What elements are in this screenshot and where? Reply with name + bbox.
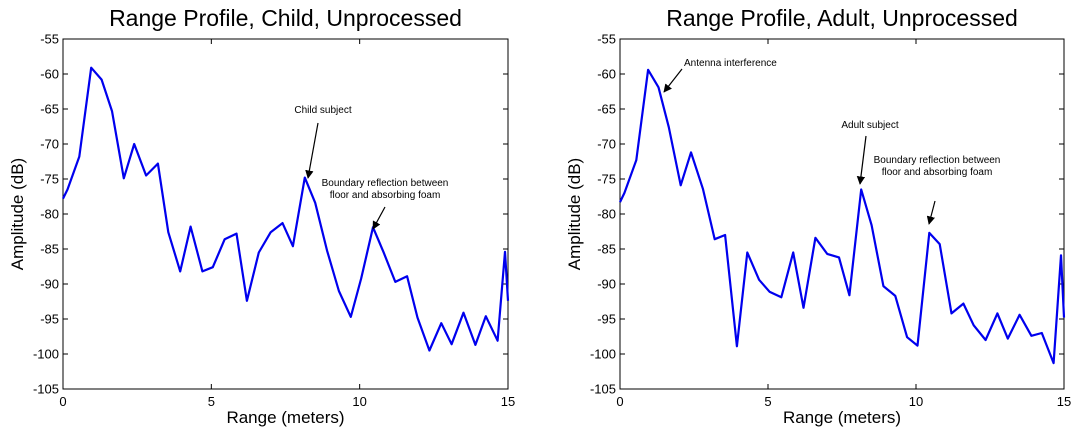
y-tick-label: -80 [40,207,59,222]
x-tick-label: 0 [59,394,66,409]
y-tick-label: -55 [40,32,59,47]
plot-frame [619,38,1065,390]
x-tick-label: 15 [1057,394,1071,409]
annotation-label: Child subject [294,105,351,116]
x-tick-label: 15 [501,394,515,409]
y-tick-label: -65 [597,102,616,117]
chart-title: Range Profile, Adult, Unprocessed [666,5,1018,31]
annotation-label: Antenna interference [684,58,777,69]
y-tick-label: -85 [40,242,59,257]
annotation-label: Adult subject [841,120,898,131]
series-line [62,66,510,352]
y-tick-label: -80 [597,207,616,222]
y-tick-label: -90 [40,277,59,292]
chart-child: Range Profile, Child, Unprocessed -55 -60 -… [8,5,515,427]
y-axis-label: Amplitude (dB) [565,158,584,270]
annotation-arrow [663,68,683,93]
y-tick-label: -95 [597,312,616,327]
y-tick-label: -60 [40,67,59,82]
y-tick-label: -75 [597,172,616,187]
y-axis-label: Amplitude (dB) [8,158,27,270]
plot-frame [62,38,509,390]
y-tick-label: -75 [40,172,59,187]
x-axis-label: Range (meters) [783,408,901,427]
y-tick-label: -100 [33,347,59,362]
series-line [619,68,1066,365]
chart-title: Range Profile, Child, Unprocessed [109,5,462,31]
annotation-label: Boundary reflection between floor and abs… [322,178,449,201]
x-tick-label: 10 [909,394,923,409]
x-tick-label: 0 [616,394,623,409]
x-tick-label: 5 [208,394,215,409]
y-tick-label: -55 [597,32,616,47]
x-tick-label: 10 [352,394,366,409]
y-tick-label: -105 [590,382,616,397]
y-tick-label: -95 [40,312,59,327]
y-tick-label: -70 [40,137,59,152]
x-axis-label: Range (meters) [226,408,344,427]
y-tick-label: -105 [33,382,59,397]
y-tick-label: -85 [597,242,616,257]
y-tick-label: -60 [597,67,616,82]
annotation-arrow [305,122,319,179]
y-tick-label: -65 [40,102,59,117]
annotation-label: Boundary reflection between floor and abs… [874,155,1001,178]
annotation-arrow [856,135,867,185]
y-tick-label: -70 [597,137,616,152]
annotation-arrow [372,206,386,230]
annotation-arrow [926,200,936,225]
x-tick-label: 5 [764,394,771,409]
chart-adult: Range Profile, Adult, Unprocessed -55 -60 -… [565,5,1071,427]
y-tick-label: -100 [590,347,616,362]
y-tick-label: -90 [597,277,616,292]
